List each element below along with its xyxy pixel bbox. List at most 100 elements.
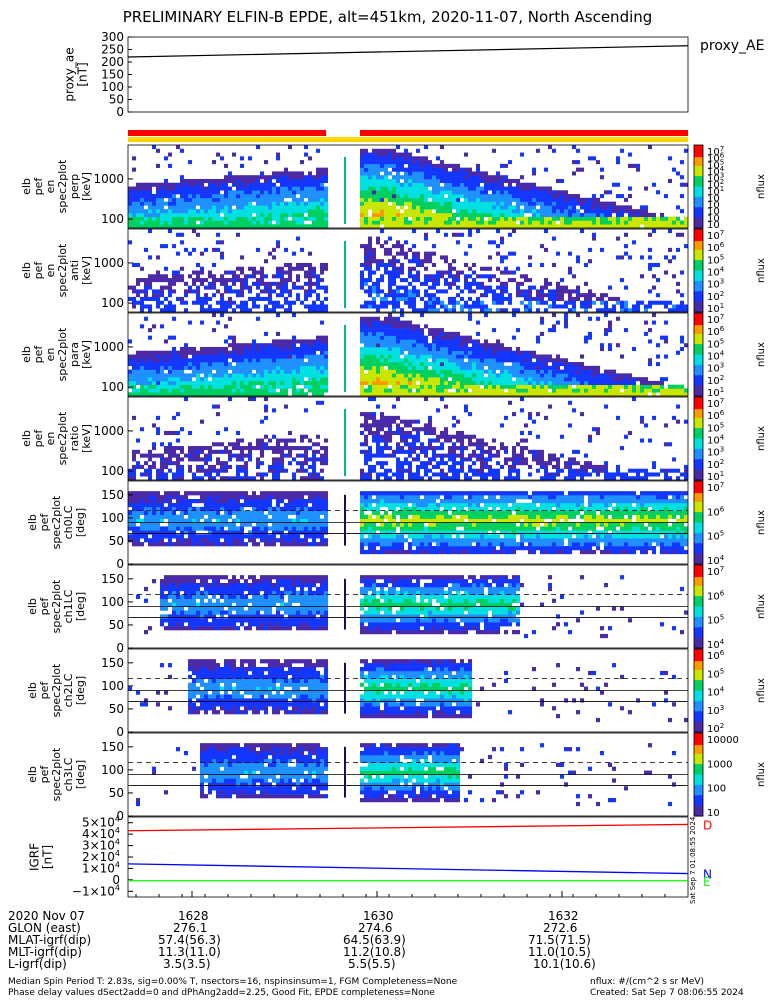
heatmap-cell <box>256 182 260 187</box>
heatmap-cell <box>404 343 408 348</box>
heatmap-cell <box>580 224 584 229</box>
heatmap-cell <box>164 285 168 290</box>
heatmap-cell <box>256 350 260 355</box>
heatmap-cell <box>212 373 216 378</box>
heatmap-cell <box>604 308 608 313</box>
heatmap-cell <box>448 339 452 344</box>
heatmap-cell <box>512 308 516 313</box>
heatmap-cell <box>580 369 584 374</box>
heatmap-cell <box>588 156 592 161</box>
heatmap-cell <box>200 270 204 275</box>
heatmap-cell <box>316 274 320 279</box>
heatmap-cell <box>208 308 212 313</box>
heatmap-cell <box>300 388 304 393</box>
heatmap-cell <box>512 212 516 217</box>
heatmap-cell <box>436 350 440 355</box>
heatmap-cell <box>260 190 264 195</box>
heatmap-cell <box>476 320 480 325</box>
heatmap-cell <box>260 346 264 352</box>
heatmap-cell <box>380 373 384 378</box>
heatmap-cell <box>448 178 452 184</box>
heatmap-cell <box>420 201 424 206</box>
heatmap-cell <box>244 354 248 359</box>
heatmap-cell <box>128 194 132 199</box>
heatmap-cell <box>220 384 224 389</box>
heatmap-cell <box>556 373 560 378</box>
heatmap-cell <box>496 365 500 370</box>
heatmap-cell <box>500 308 504 313</box>
heatmap-cell <box>568 224 572 229</box>
heatmap-cell <box>196 476 200 481</box>
heatmap-cell <box>212 362 216 367</box>
heatmap-cell <box>320 186 324 191</box>
heatmap-cell <box>420 380 424 385</box>
heatmap-cell <box>408 220 412 225</box>
colorbar-segment <box>694 270 703 273</box>
heatmap-cell <box>176 380 180 385</box>
heatmap-cell <box>308 365 312 370</box>
heatmap-cell <box>136 190 140 195</box>
heatmap-cell <box>512 205 516 210</box>
heatmap-cell <box>624 216 628 221</box>
heatmap-cell <box>396 190 400 195</box>
y-axis-label-line: spec2plot <box>56 159 69 213</box>
heatmap-cell <box>128 472 132 477</box>
heatmap-cell <box>300 446 304 451</box>
heatmap-cell <box>428 293 432 298</box>
heatmap-cell <box>148 468 152 473</box>
heatmap-cell <box>256 343 260 348</box>
heatmap-cell <box>276 304 280 309</box>
heatmap-cell <box>484 194 488 199</box>
heatmap-cell <box>452 365 456 370</box>
heatmap-cell <box>432 281 436 286</box>
heatmap-cell <box>456 186 460 191</box>
heatmap-cell <box>500 194 504 199</box>
heatmap-cell <box>532 296 536 301</box>
heatmap-cell <box>412 377 416 382</box>
heatmap-cell <box>504 194 508 199</box>
heatmap-cell <box>128 339 132 344</box>
heatmap-cell <box>460 388 464 393</box>
heatmap-cell <box>536 209 540 214</box>
heatmap-cell <box>376 392 380 397</box>
heatmap-cell <box>368 270 372 275</box>
heatmap-cell <box>144 354 148 359</box>
heatmap-cell <box>300 212 304 217</box>
heatmap-cell <box>452 274 456 279</box>
heatmap-cell <box>444 197 448 202</box>
heatmap-cell <box>504 308 508 313</box>
heatmap-cell <box>444 186 448 191</box>
heatmap-cell <box>316 293 320 298</box>
heatmap-cell <box>416 251 420 256</box>
colorbar-tick-label: 10 <box>707 220 720 231</box>
heatmap-cell <box>312 350 316 355</box>
heatmap-cell <box>432 182 436 187</box>
heatmap-cell <box>504 358 508 363</box>
heatmap-cell <box>464 365 468 370</box>
heatmap-cell <box>416 182 420 187</box>
heatmap-cell <box>584 377 588 382</box>
heatmap-cell <box>308 182 312 187</box>
heatmap-cell <box>188 380 192 385</box>
heatmap-cell <box>644 186 648 191</box>
heatmap-cell <box>428 278 432 283</box>
heatmap-cell <box>224 427 228 432</box>
heatmap-cell <box>636 209 640 214</box>
heatmap-cell <box>544 167 548 172</box>
heatmap-cell <box>300 358 304 363</box>
heatmap-cell <box>228 209 232 214</box>
heatmap-cell <box>504 285 508 290</box>
heatmap-cell <box>304 209 308 214</box>
heatmap-cell <box>228 388 232 393</box>
heatmap-cell <box>300 190 304 195</box>
heatmap-cell <box>620 300 624 305</box>
heatmap-cell <box>312 449 316 454</box>
heatmap-cell <box>156 472 160 477</box>
heatmap-cell <box>252 197 256 202</box>
heatmap-cell <box>408 335 412 340</box>
heatmap-cell <box>236 388 240 393</box>
heatmap-cell <box>384 175 388 180</box>
heatmap-cell <box>200 281 204 286</box>
heatmap-cell <box>500 392 504 397</box>
heatmap-cell <box>136 350 140 355</box>
